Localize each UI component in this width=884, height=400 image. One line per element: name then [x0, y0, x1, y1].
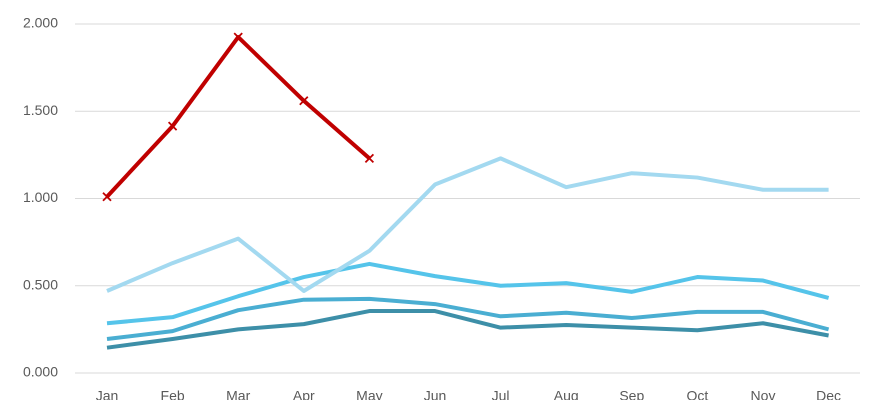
x-tick-label: Jul: [492, 388, 510, 400]
point-marker: [102, 192, 112, 202]
y-tick-label: 0.500: [23, 276, 58, 292]
x-tick-label: Mar: [226, 388, 250, 400]
series-line: [106, 156, 829, 293]
series-line: [106, 309, 829, 350]
series-line: [106, 261, 830, 326]
x-tick-label: Sep: [619, 388, 644, 400]
series-line: [106, 296, 830, 341]
x-tick-label: Jan: [96, 388, 119, 400]
x-tick-label: Apr: [293, 388, 315, 400]
point-marker: [167, 121, 178, 131]
point-marker: [233, 32, 243, 42]
y-tick-label: 0.000: [23, 364, 58, 380]
x-tick-label: Aug: [554, 388, 579, 400]
x-tick-label: Jun: [424, 388, 447, 400]
y-tick-label: 2.000: [23, 15, 58, 31]
point-marker: [299, 96, 309, 106]
x-tick-label: May: [356, 388, 382, 400]
series-line: [105, 35, 371, 199]
x-tick-label: Nov: [751, 388, 776, 400]
point-marker: [364, 153, 375, 164]
y-tick-label: 1.000: [23, 189, 58, 205]
x-tick-label: Feb: [161, 388, 185, 400]
y-tick-label: 1.500: [23, 102, 58, 118]
x-tick-label: Oct: [687, 388, 709, 400]
x-tick-label: Dec: [816, 388, 841, 400]
